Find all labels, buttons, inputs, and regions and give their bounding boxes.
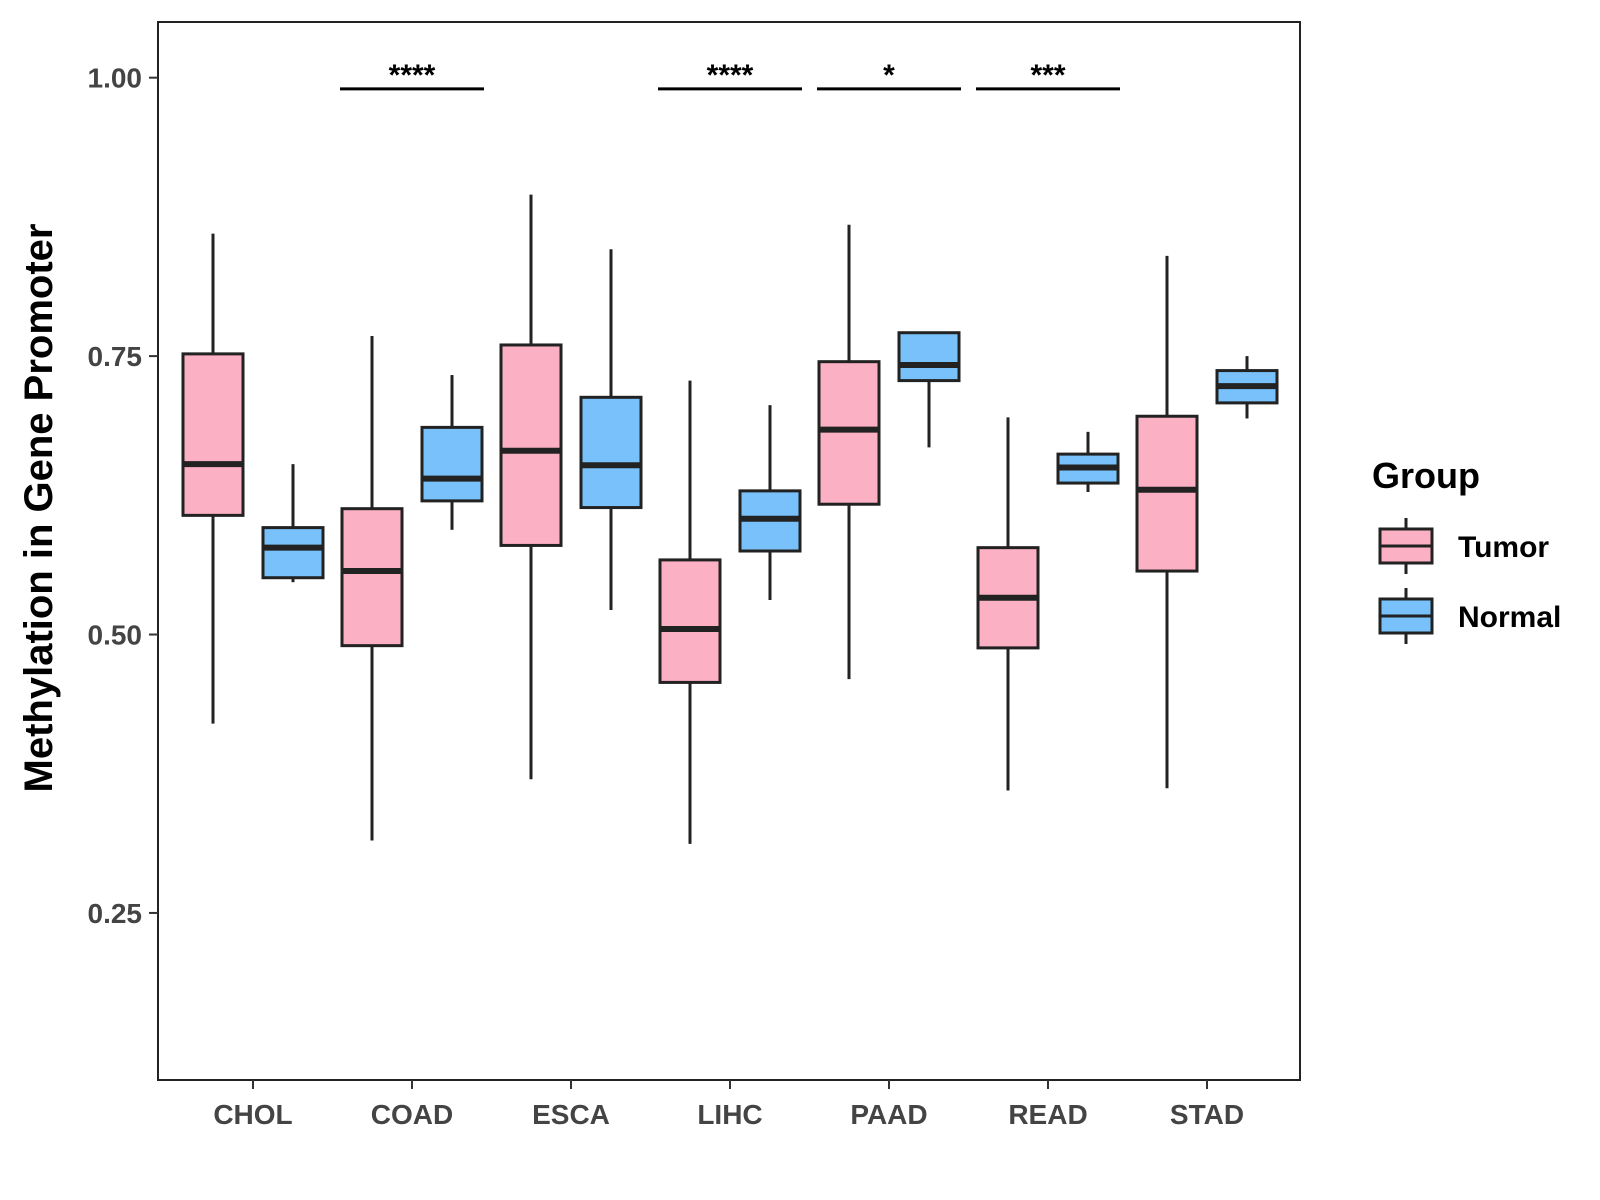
y-axis-title: Methylation in Gene Promoter [17,224,61,793]
iqr-box [420,425,484,503]
box-normal-paad [897,331,961,448]
box-tumor-stad [1135,255,1199,789]
iqr-box [658,558,722,684]
y-tick-label: 0.25 [88,898,143,929]
box-tumor-esca [499,194,563,780]
legend: Group Tumor Normal [1372,455,1561,644]
plot-panel [157,21,1301,1081]
y-tick-label: 0.50 [88,620,143,651]
x-tick-label: CHOL [213,1099,292,1130]
legend-label: Tumor [1458,531,1549,564]
axes: 0.25 0.50 0.75 1.00 CHOL COAD ESCA LIHC PAAD READ… [88,63,1245,1130]
significance-label: * [883,59,895,92]
boxes [181,194,1279,844]
box-normal-read [1056,431,1120,492]
box-tumor-coad [340,336,404,841]
x-tick-label: LIHC [697,1099,762,1130]
iqr-box [181,352,245,517]
box-tumor-paad [817,224,881,680]
plot-area [157,21,1301,1081]
iqr-box [1135,414,1199,573]
legend-item-normal: Normal [1378,588,1561,644]
significance-label: *** [1030,59,1065,92]
significance-paad: * [817,59,961,92]
significance-coad: **** [340,59,484,92]
significance-label: **** [707,59,754,92]
x-tick-label: STAD [1170,1099,1244,1130]
legend-label: Normal [1458,601,1561,634]
box-tumor-read [976,417,1040,791]
box-normal-coad [420,375,484,530]
significance-annotations: **** **** * *** [340,59,1120,92]
significance-read: *** [976,59,1120,92]
iqr-box [340,507,404,648]
box-normal-esca [579,249,643,611]
box-normal-stad [1215,356,1279,419]
significance-label: **** [389,59,436,92]
x-tick-label: ESCA [532,1099,610,1130]
x-tick-label: READ [1008,1099,1087,1130]
legend-item-tumor: Tumor [1378,518,1549,574]
iqr-box [499,343,563,547]
iqr-box [817,360,881,506]
legend-title: Group [1372,455,1480,496]
x-tick-label: COAD [371,1099,453,1130]
box-tumor-lihc [658,380,722,844]
significance-lihc: **** [658,59,802,92]
box-normal-lihc [738,405,802,601]
box-tumor-chol [181,233,245,724]
iqr-box [579,395,643,510]
y-tick-label: 1.00 [88,63,143,94]
x-tick-label: PAAD [850,1099,927,1130]
box-normal-chol [261,464,325,583]
y-tick-label: 0.75 [88,341,143,372]
iqr-box [897,331,961,383]
iqr-box [261,526,325,580]
